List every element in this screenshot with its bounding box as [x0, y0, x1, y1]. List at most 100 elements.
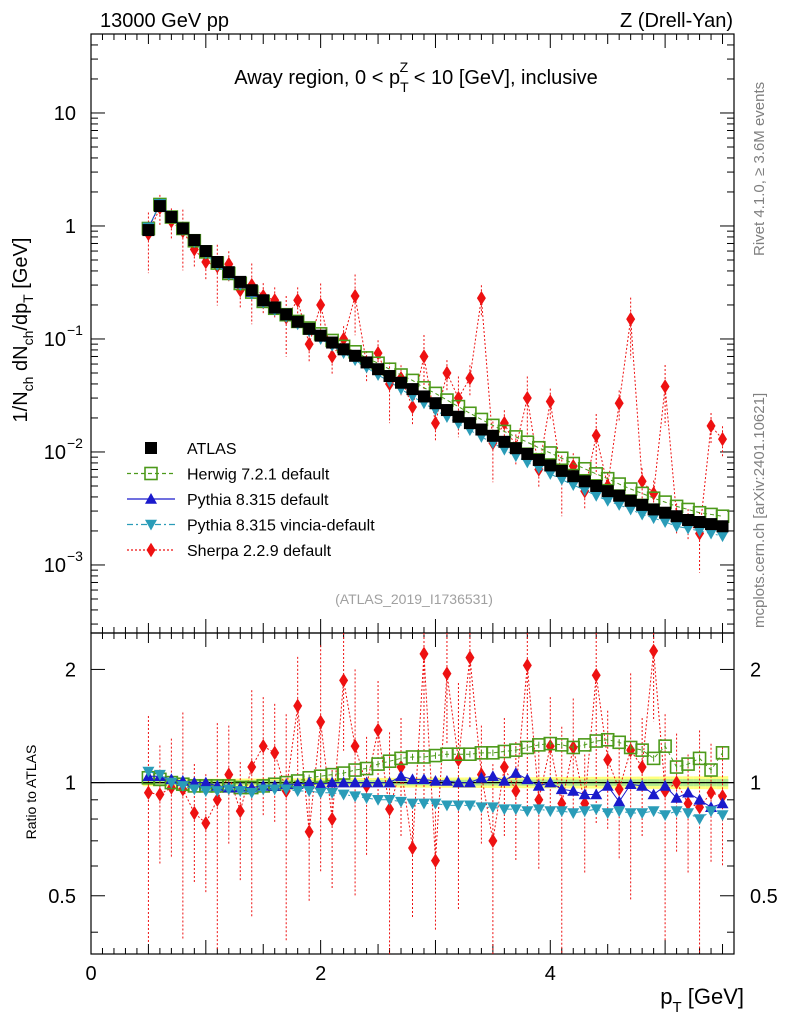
ratio-axis-ticks: 2 2 1 1 0.5 0.5 0 2 4: [48, 633, 778, 985]
data-point: [304, 336, 314, 352]
ratio-data-point: [590, 788, 603, 800]
ratio-data-point: [430, 853, 440, 868]
ratio-data-point: [372, 795, 385, 806]
legend-marker: [145, 493, 157, 504]
data-point: [682, 523, 695, 535]
ratio-data-point: [406, 773, 419, 785]
main-y-tick-label: 10: [44, 329, 66, 351]
ratio-data-point: [578, 806, 591, 818]
ratio-data-point: [270, 745, 280, 761]
ratio-data-point: [532, 804, 545, 816]
ratio-data-point: [475, 771, 488, 783]
data-point: [578, 475, 591, 488]
mcplots-label: mcplots.cern.ch [arXiv:2401.10621]: [751, 393, 768, 628]
data-point: [406, 383, 419, 396]
ratio-data-point: [637, 759, 647, 775]
data-point: [626, 311, 636, 327]
ratio-data-point: [303, 786, 316, 797]
ratio-data-point: [670, 806, 683, 818]
energy-label: 13000 GeV pp: [100, 10, 229, 32]
process-label: Z (Drell-Yan): [620, 10, 733, 32]
data-point: [360, 356, 373, 369]
data-point: [165, 211, 178, 224]
ratio-data-point: [372, 776, 385, 788]
ratio-data-point: [509, 767, 522, 778]
legend-item: ATLAS: [145, 441, 237, 458]
data-point: [452, 410, 465, 423]
legend-label: ATLAS: [187, 441, 237, 458]
ratio-data-point: [176, 781, 189, 792]
plot-title: Away region, 0 < pTZ < 10 [GeV], inclusi…: [234, 59, 598, 95]
rivet-version-label: Rivet 4.1.0, ≥ 3.6M events: [751, 82, 768, 256]
ratio-data-point: [695, 800, 705, 815]
data-point: [373, 345, 383, 361]
ratio-data-point: [199, 776, 212, 788]
ratio-data-point: [601, 779, 614, 791]
data-point: [567, 470, 580, 483]
legend-marker: [144, 466, 158, 481]
ratio-data-point: [142, 766, 155, 778]
x-tick-label: 2: [315, 963, 326, 985]
data-point: [486, 429, 499, 442]
series-line: [147, 202, 723, 537]
ratio-data-point: [567, 784, 580, 796]
ratio-data-point: [624, 808, 637, 820]
main-y-tick-label: 1: [65, 216, 76, 238]
ratio-y-axis-label: Ratio to ATLAS: [23, 745, 39, 840]
data-point: [350, 288, 360, 304]
ratio-data-point: [349, 776, 362, 788]
legend-label: Pythia 8.315 vincia-default: [187, 518, 375, 535]
ratio-data-point: [155, 787, 165, 802]
ratio-data-point: [498, 774, 511, 786]
data-point: [442, 365, 452, 381]
ratio-data-point: [705, 806, 718, 818]
ratio-data-point: [636, 808, 649, 820]
ratio-data-point: [511, 783, 521, 799]
data-point: [476, 290, 486, 306]
data-point: [372, 363, 385, 376]
ratio-series-line: [148, 739, 723, 789]
ratio-y-tick-label-right: 1: [750, 773, 761, 795]
legend: ATLAS Herwig 7.2.1 default Pythia 8.315 de…: [127, 441, 375, 560]
ratio-data-point: [532, 779, 545, 791]
x-axis-label: pT [GeV]: [660, 984, 744, 1016]
ratio-data-point: [613, 806, 626, 818]
ratio-data-point: [201, 815, 211, 831]
data-point: [706, 418, 716, 434]
series-0: [142, 200, 729, 533]
ratio-data-point: [408, 840, 417, 856]
data-point: [521, 447, 534, 460]
series-3: [142, 199, 729, 543]
data-point: [522, 390, 532, 406]
ratio-data-point: [646, 751, 661, 766]
ratio-data-point: [672, 775, 682, 790]
data-point: [716, 531, 729, 543]
data-point: [591, 428, 601, 443]
legend-item: Herwig 7.2.1 default: [127, 467, 330, 484]
ratio-data-point: [235, 803, 245, 819]
ratio-series-3: [143, 633, 728, 954]
main-series-group: [141, 194, 730, 573]
ratio-data-point: [419, 646, 429, 662]
legend-label: Herwig 7.2.1 default: [187, 467, 330, 484]
ratio-data-point: [247, 759, 257, 775]
ratio-data-point: [360, 776, 373, 788]
data-point: [316, 297, 326, 313]
ratio-series-2: [142, 766, 729, 826]
ratio-data-point: [499, 759, 509, 775]
ratio-data-point: [463, 800, 476, 812]
ratio-data-point: [222, 784, 235, 796]
ratio-data-point: [465, 650, 475, 665]
data-point: [590, 490, 603, 502]
legend-label: Pythia 8.315 default: [187, 492, 329, 509]
ratio-data-point: [280, 784, 293, 796]
ratio-data-point: [704, 763, 718, 777]
data-point: [291, 315, 304, 328]
legend-marker: [145, 442, 157, 454]
data-point: [211, 255, 224, 268]
ratio-data-point: [257, 784, 270, 796]
data-point: [545, 394, 555, 409]
ratio-data-point: [189, 805, 199, 821]
data-point: [637, 474, 647, 489]
x-tick-label: 0: [85, 963, 96, 985]
